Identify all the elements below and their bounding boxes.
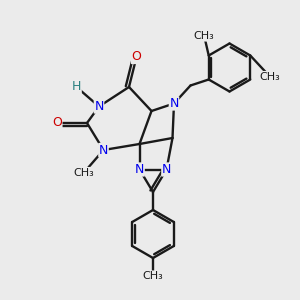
Text: CH₃: CH₃ [194, 31, 214, 41]
Text: CH₃: CH₃ [142, 271, 164, 281]
Text: N: N [99, 143, 108, 157]
Text: O: O [132, 50, 141, 64]
Text: CH₃: CH₃ [260, 71, 280, 82]
Text: O: O [52, 116, 62, 130]
Text: H: H [72, 80, 81, 94]
Text: CH₃: CH₃ [74, 167, 94, 178]
Text: N: N [162, 163, 171, 176]
Text: N: N [135, 163, 144, 176]
Text: N: N [169, 97, 179, 110]
Text: N: N [94, 100, 104, 113]
